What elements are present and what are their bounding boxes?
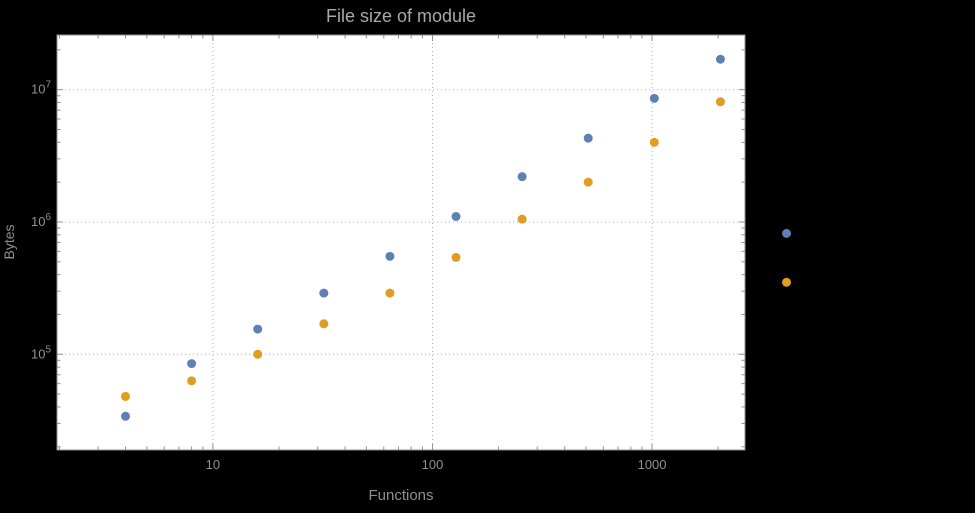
data-point: [583, 177, 593, 187]
data-point: [187, 359, 197, 369]
data-point: [319, 288, 329, 298]
data-point: [451, 212, 461, 222]
data-point: [715, 54, 725, 64]
x-axis-label: Functions: [368, 487, 434, 504]
data-point: [121, 411, 131, 421]
y-tick-label: 106: [31, 212, 51, 229]
axis-ticks: [57, 35, 745, 450]
plot-panel: [57, 35, 745, 450]
series-blue: [121, 54, 792, 421]
data-point: [649, 93, 659, 103]
data-point: [782, 277, 792, 287]
x-tick-label: 100: [422, 457, 444, 472]
data-point: [385, 251, 395, 261]
data-point: [517, 214, 527, 224]
series-orange: [121, 97, 792, 401]
y-tick-labels: 105 106 107: [31, 80, 51, 362]
data-point: [385, 288, 395, 298]
y-tick-label: 107: [31, 80, 51, 97]
data-point: [517, 172, 527, 182]
data-point: [715, 97, 725, 107]
data-point: [187, 376, 197, 386]
gridlines: [57, 35, 745, 450]
chart-title: File size of module: [325, 6, 477, 26]
data-point: [253, 349, 263, 359]
x-tick-labels: 10 100 1000: [206, 457, 667, 472]
data-point: [583, 133, 593, 143]
data-point: [451, 252, 461, 262]
x-tick-label: 10: [206, 457, 220, 472]
y-axis-label: Bytes: [1, 224, 17, 260]
x-tick-label: 1000: [638, 457, 667, 472]
data-point: [782, 228, 792, 238]
data-point: [121, 391, 131, 401]
data-point: [649, 137, 659, 147]
data-point: [319, 319, 329, 329]
data-point: [253, 324, 263, 334]
y-tick-label: 105: [31, 344, 51, 361]
